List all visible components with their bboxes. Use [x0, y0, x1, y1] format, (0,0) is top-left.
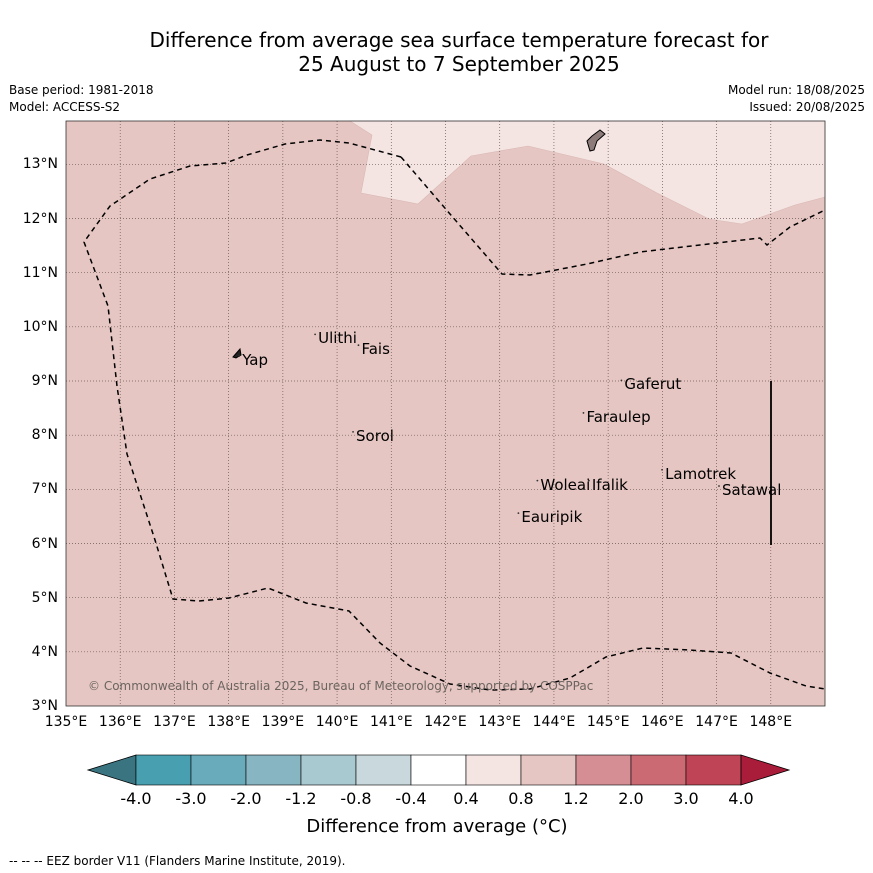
- longitude-tick-label: 136°E: [98, 714, 142, 730]
- model-run-date: Model run: 18/08/2025: [727, 83, 865, 97]
- colorbar-tick-label: 2.0: [618, 789, 644, 808]
- colorbar-tick-label: -2.0: [230, 789, 262, 808]
- latitude-tick-label: 5°N: [31, 589, 58, 606]
- latitude-tick-label: 7°N: [31, 481, 58, 498]
- longitude-tick-label: 143°E: [478, 714, 521, 730]
- place-label-sorol: Sorol: [356, 426, 394, 445]
- place-label-yap: Yap: [242, 351, 268, 370]
- island-dot-satawal: [718, 485, 720, 487]
- colorbar-min-extension: [86, 754, 137, 786]
- colorbar-segment: [300, 754, 357, 786]
- eez-border-southwest: [83, 139, 826, 691]
- place-label-fais: Fais: [361, 340, 390, 359]
- model-name: Model: ACCESS-S2: [9, 100, 121, 114]
- colorbar-tick-label: 3.0: [673, 789, 699, 808]
- place-label-eauripik: Eauripik: [521, 508, 583, 527]
- latitude-tick-label: 10°N: [22, 318, 58, 335]
- colorbar-segment: [190, 754, 247, 786]
- colorbar-tick-label: -0.8: [340, 789, 372, 808]
- colorbar-tick-label: 0.8: [508, 789, 534, 808]
- latitude-tick-label: 12°N: [22, 210, 58, 227]
- longitude-tick-label: 146°E: [641, 714, 684, 730]
- latitude-tick-label: 13°N: [22, 156, 58, 173]
- colorbar-label: Difference from average (°C): [306, 816, 568, 837]
- map-area: [65, 120, 826, 707]
- island-dot-faraulep: [582, 412, 585, 414]
- longitude-tick-label: 137°E: [153, 714, 196, 730]
- map-title-line2: 25 August to 7 September 2025: [298, 52, 620, 76]
- longitude-tick-label: 141°E: [369, 714, 413, 730]
- colorbar-tick-label: -4.0: [120, 789, 152, 808]
- map-frame: [65, 120, 826, 707]
- latitude-tick-label: 11°N: [22, 264, 58, 281]
- guam-island-shape: [586, 129, 606, 152]
- colorbar-tick-label: 1.2: [563, 789, 589, 808]
- colorbar-segment: [410, 754, 467, 786]
- longitude-tick-label: 148°E: [749, 714, 793, 730]
- eez-footnote: -- -- -- EEZ border V11 (Flanders Marine…: [9, 854, 346, 868]
- longitude-tick-label: 142°E: [424, 714, 467, 730]
- colorbar-segment: [465, 754, 522, 786]
- place-label-satawal: Satawal: [721, 481, 782, 500]
- colorbar-tick-label: -3.0: [175, 789, 207, 808]
- place-label-lamotrek: Lamotrek: [665, 464, 737, 483]
- colorbar-max-extension: [740, 754, 791, 786]
- island-dot-sorol: [352, 430, 354, 433]
- island-dot-fais: [357, 344, 360, 347]
- latitude-tick-label: 3°N: [31, 698, 58, 714]
- island-dot-ifalik: [587, 479, 590, 482]
- colorbar-segment: [355, 754, 412, 786]
- latitude-tick-label: 9°N: [31, 373, 58, 389]
- colorbar-segment: [135, 754, 192, 786]
- colorbar-segment: [685, 754, 742, 786]
- longitude-tick-label: 140°E: [315, 714, 359, 730]
- colorbar-segment: [575, 754, 632, 786]
- base-period: Base period: 1981-2018: [9, 83, 154, 97]
- colorbar-tick-label: -0.4: [395, 789, 427, 808]
- map-grid: [66, 121, 825, 706]
- place-label-faraulep: Faraulep: [586, 407, 651, 426]
- place-label-woleai: Woleai: [540, 475, 591, 494]
- colorbar-segment: [520, 754, 577, 786]
- island-dot-ulithi: [314, 333, 316, 336]
- longitude-tick-label: 139°E: [261, 714, 305, 730]
- latitude-tick-label: 4°N: [31, 643, 58, 660]
- island-dot-yap: [238, 355, 241, 357]
- island-markers: [238, 333, 720, 515]
- colorbar-tick-label: 0.4: [453, 789, 479, 808]
- copyright-notice: © Commonwealth of Australia 2025, Bureau…: [88, 679, 594, 693]
- longitude-tick-label: 144°E: [532, 714, 576, 730]
- cool-anomaly-region: [348, 120, 826, 225]
- latitude-tick-label: 6°N: [31, 535, 58, 552]
- island-dot-eauripik: [517, 512, 520, 515]
- longitude-tick-label: 138°E: [207, 714, 250, 730]
- longitude-tick-label: 147°E: [695, 714, 738, 730]
- longitude-tick-label: 145°E: [586, 714, 630, 730]
- island-dot-lamotrek: [661, 468, 663, 471]
- eez-border-north: [400, 156, 826, 276]
- colorbar-segment: [245, 754, 302, 786]
- island-dot-woleai: [536, 479, 539, 482]
- place-label-gaferut: Gaferut: [624, 375, 682, 394]
- map-title-line1: Difference from average sea surface temp…: [149, 28, 769, 52]
- colorbar-segment: [630, 754, 687, 786]
- colorbar-tick-label: -1.2: [285, 789, 317, 808]
- longitude-tick-label: 135°E: [44, 714, 88, 730]
- place-label-ulithi: Ulithi: [318, 329, 357, 348]
- colorbar-segments: [86, 754, 791, 786]
- place-label-ifalik: Ifalik: [591, 475, 628, 494]
- colorbar-tick-label: 4.0: [728, 789, 754, 808]
- latitude-tick-label: 8°N: [31, 427, 58, 444]
- island-dot-gaferut: [620, 379, 623, 382]
- colorbar: [86, 754, 791, 786]
- issued-date: Issued: 20/08/2025: [749, 100, 865, 114]
